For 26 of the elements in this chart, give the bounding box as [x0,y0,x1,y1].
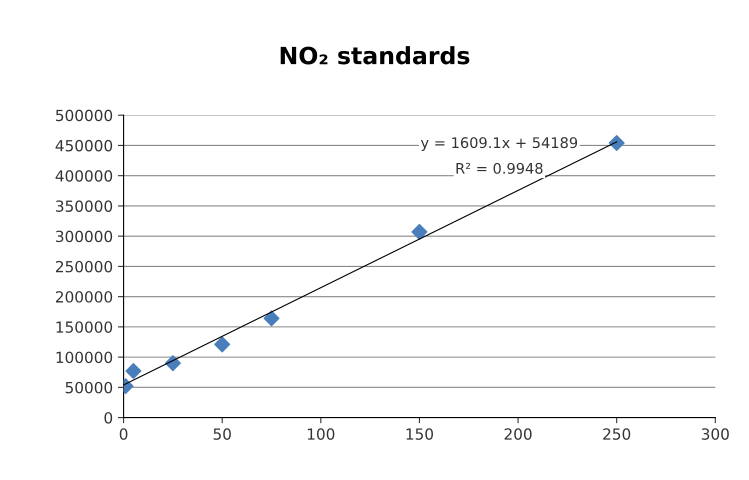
y-tick-label: 450000 [56,140,112,152]
y-tick-label: 50000 [66,382,112,394]
y-tick-label: 100000 [56,352,112,364]
x-tick-label: 200 [504,428,532,440]
x-tick-label: 100 [308,428,334,440]
x-tick-label: 150 [406,428,434,440]
y-tick-label: 250000 [56,260,112,272]
x-tick-label: 250 [603,428,630,440]
point [264,310,280,326]
y-tick-label: 300000 [56,230,112,242]
point [125,363,142,380]
annotation: R² = 0.9948 [456,162,543,174]
y-tick-label: 150000 [56,321,112,333]
y-tick-label: 200000 [56,291,112,303]
point [411,224,428,240]
point [608,135,625,151]
y-tick-label: 400000 [56,170,112,182]
x-tick-label: 300 [702,428,729,440]
y-tick-label: 500000 [56,110,112,122]
annotation: y = 1609.1x + 54189 [420,137,578,151]
point [214,336,230,352]
x-tick-label: 0 [120,428,128,440]
y-tick-label: 350000 [56,200,112,212]
x-tick-label: 50 [214,428,231,440]
y-tick-label: 0 [104,412,112,424]
chart-title: NO₂ standards [280,46,470,64]
